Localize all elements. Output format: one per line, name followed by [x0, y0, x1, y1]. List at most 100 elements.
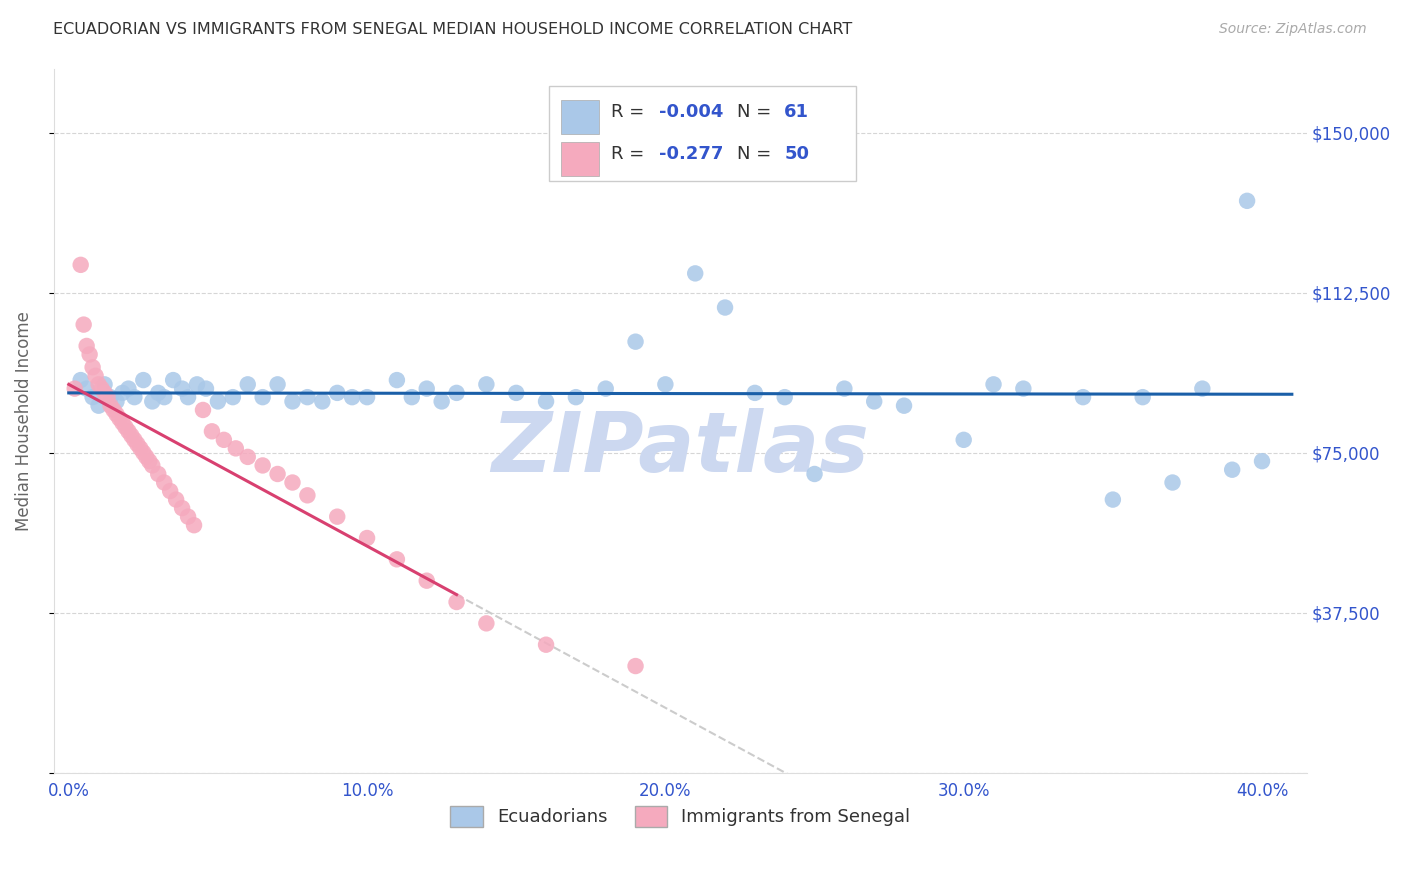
Point	[565, 390, 588, 404]
Point	[714, 301, 737, 315]
Point	[475, 377, 498, 392]
Point	[266, 467, 288, 481]
Text: R =: R =	[612, 145, 651, 163]
Point	[416, 574, 439, 588]
Point	[100, 390, 122, 404]
Point	[1071, 390, 1094, 404]
Text: ZIPatlas: ZIPatlas	[491, 409, 869, 490]
Point	[105, 407, 128, 421]
Point	[138, 454, 160, 468]
Point	[236, 450, 259, 464]
Point	[183, 518, 205, 533]
Point	[135, 450, 157, 464]
Point	[1102, 492, 1125, 507]
Point	[534, 394, 557, 409]
Point	[281, 475, 304, 490]
Point	[683, 266, 706, 280]
Point	[340, 390, 363, 404]
Point	[69, 258, 91, 272]
Point	[297, 390, 319, 404]
FancyBboxPatch shape	[561, 100, 599, 134]
Point	[84, 368, 107, 383]
Text: N =: N =	[737, 103, 776, 121]
Point	[191, 403, 214, 417]
Point	[952, 433, 974, 447]
Point	[148, 467, 170, 481]
Point	[100, 399, 122, 413]
Point	[186, 377, 208, 392]
Point	[624, 334, 647, 349]
Text: -0.277: -0.277	[659, 145, 723, 163]
FancyBboxPatch shape	[548, 87, 856, 181]
Point	[129, 442, 152, 456]
Point	[117, 382, 139, 396]
Point	[148, 385, 170, 400]
Point	[108, 411, 131, 425]
Point	[595, 382, 617, 396]
Point	[446, 595, 468, 609]
Point	[114, 420, 136, 434]
Point	[63, 382, 86, 396]
Point	[252, 390, 274, 404]
Point	[416, 382, 439, 396]
FancyBboxPatch shape	[561, 143, 599, 177]
Point	[803, 467, 825, 481]
Point	[87, 377, 110, 392]
Point	[225, 442, 247, 456]
Point	[1236, 194, 1258, 208]
Point	[105, 394, 128, 409]
Point	[297, 488, 319, 502]
Point	[79, 347, 101, 361]
Text: Source: ZipAtlas.com: Source: ZipAtlas.com	[1219, 22, 1367, 37]
Point	[534, 638, 557, 652]
Point	[1191, 382, 1213, 396]
Point	[863, 394, 886, 409]
Point	[172, 382, 194, 396]
Point	[103, 403, 125, 417]
Point	[90, 382, 112, 396]
Text: R =: R =	[612, 103, 651, 121]
Point	[69, 373, 91, 387]
Point	[401, 390, 423, 404]
Legend: Ecuadorians, Immigrants from Senegal: Ecuadorians, Immigrants from Senegal	[443, 799, 918, 834]
Point	[127, 437, 149, 451]
Point	[141, 394, 163, 409]
Point	[177, 390, 200, 404]
Point	[177, 509, 200, 524]
Point	[194, 382, 217, 396]
Point	[326, 509, 349, 524]
Point	[834, 382, 856, 396]
Point	[207, 394, 229, 409]
Point	[82, 390, 104, 404]
Point	[124, 390, 146, 404]
Point	[212, 433, 235, 447]
Point	[132, 445, 155, 459]
Point	[124, 433, 146, 447]
Point	[1132, 390, 1154, 404]
Point	[153, 390, 176, 404]
Point	[96, 390, 118, 404]
Point	[1251, 454, 1274, 468]
Point	[93, 377, 115, 392]
Point	[236, 377, 259, 392]
Point	[117, 425, 139, 439]
Point	[744, 385, 766, 400]
Point	[1161, 475, 1184, 490]
Point	[326, 385, 349, 400]
Text: 61: 61	[785, 103, 810, 121]
Point	[430, 394, 453, 409]
Point	[1220, 463, 1243, 477]
Point	[87, 399, 110, 413]
Point	[111, 385, 134, 400]
Point	[132, 373, 155, 387]
Point	[446, 385, 468, 400]
Point	[159, 484, 181, 499]
Point	[201, 425, 224, 439]
Point	[141, 458, 163, 473]
Point	[1012, 382, 1035, 396]
Point	[266, 377, 288, 392]
Point	[76, 382, 98, 396]
Point	[773, 390, 796, 404]
Text: 50: 50	[785, 145, 810, 163]
Point	[172, 501, 194, 516]
